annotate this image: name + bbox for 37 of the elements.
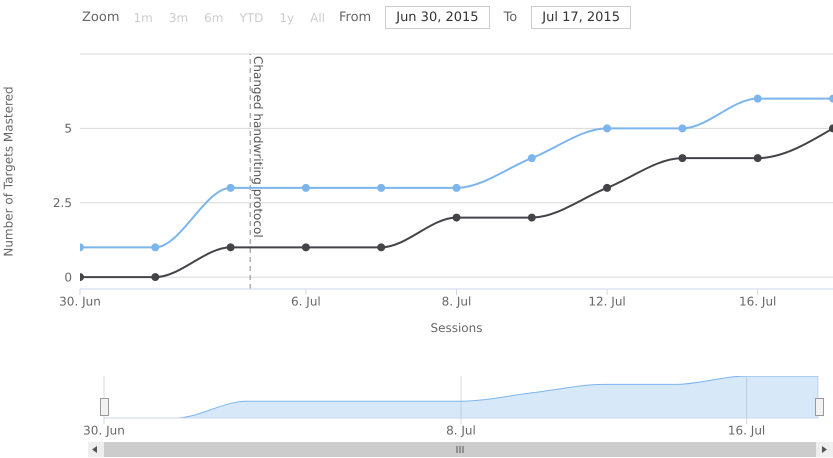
text: Zoom xyxy=(81,10,120,25)
point xyxy=(754,94,762,103)
point xyxy=(528,214,536,222)
x-tick-label: 16. Jul xyxy=(739,294,776,309)
x-axis-title: Sessions xyxy=(430,321,483,335)
point xyxy=(678,124,686,132)
x-tick-label: 30. Jun xyxy=(83,424,125,438)
y-tick-label: 0 xyxy=(64,270,72,284)
x-tick-label: 8. Jul xyxy=(442,294,472,309)
x-tick-label: 30. Jun xyxy=(59,294,101,309)
point xyxy=(528,154,536,162)
point xyxy=(377,184,386,192)
point xyxy=(678,154,686,162)
text: Jul 17, 2015 xyxy=(531,6,631,29)
point xyxy=(302,243,310,252)
annotation: Changed handwriting protocol xyxy=(251,56,266,238)
text: To xyxy=(502,10,518,25)
text: Jun 30, 2015 xyxy=(385,6,490,29)
text: From xyxy=(338,10,372,25)
y-tick-label: 5 xyxy=(64,122,72,136)
y-axis-title: Number of Targets Mastered xyxy=(1,86,16,257)
point xyxy=(603,184,612,192)
point xyxy=(452,214,460,222)
point xyxy=(151,243,160,252)
point xyxy=(151,273,160,282)
point xyxy=(377,243,386,252)
y-tick-label: 2.5 xyxy=(52,196,72,210)
point xyxy=(226,243,235,252)
point xyxy=(754,154,762,162)
x-tick-label: 12. Jul xyxy=(588,294,626,309)
point xyxy=(603,124,612,132)
x-tick-label: 6. Jul xyxy=(291,294,321,309)
x-tick-label: 16. Jul xyxy=(728,424,766,438)
point xyxy=(302,184,310,192)
x-tick-label: 8. Jul xyxy=(446,424,476,438)
point xyxy=(226,184,235,192)
point xyxy=(452,184,460,192)
